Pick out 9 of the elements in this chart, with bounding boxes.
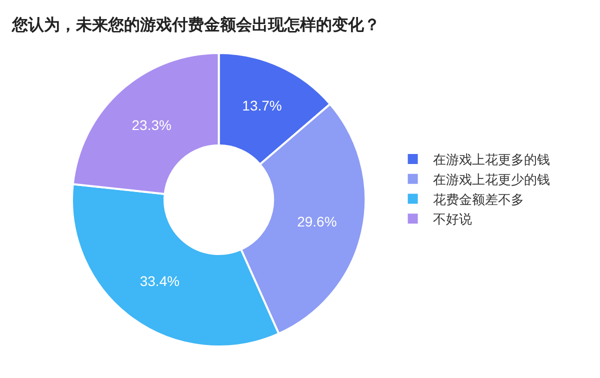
- data-label: 33.4%: [140, 273, 180, 290]
- data-label: 13.7%: [242, 98, 282, 114]
- legend-label: 在游戏上花更多的钱: [432, 153, 550, 168]
- legend-label: 不好说: [432, 212, 472, 228]
- data-label: 23.3%: [132, 116, 172, 133]
- data-label: 29.6%: [297, 214, 337, 230]
- chart-title: 您认为，未来您的游戏付费金额会出现怎样的变化？: [11, 15, 380, 34]
- legend-label: 花费金额差不多: [432, 192, 524, 208]
- legend-label: 在游戏上花更少的钱: [432, 172, 550, 188]
